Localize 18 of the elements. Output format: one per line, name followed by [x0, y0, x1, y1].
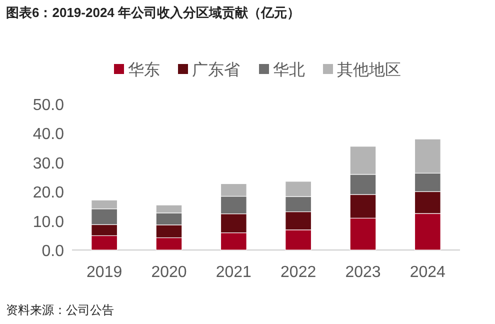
xtick: 2019 — [86, 264, 122, 281]
title: 图表6：2019-2024 年公司收入分区域贡献（亿元） — [6, 5, 300, 20]
annotation: 资料来源：公司公告 — [6, 303, 114, 317]
xtick: 2024 — [410, 264, 446, 281]
legend: 广东省 — [192, 62, 240, 79]
legend: 华北 — [273, 62, 305, 79]
ytick: 30.0 — [32, 155, 64, 172]
ytick: 40.0 — [32, 126, 64, 144]
xtick: 2021 — [216, 264, 252, 281]
ytick: 20.0 — [32, 184, 64, 202]
xtick: 2022 — [280, 264, 316, 281]
xtick: 2020 — [151, 264, 187, 281]
legend: 华东 — [128, 62, 160, 79]
ytick: 0.0 — [42, 243, 64, 260]
xtick: 2023 — [345, 264, 381, 281]
ytick: 50.0 — [32, 97, 64, 114]
legend: 其他地区 — [337, 62, 401, 79]
ytick: 10.0 — [32, 214, 64, 231]
